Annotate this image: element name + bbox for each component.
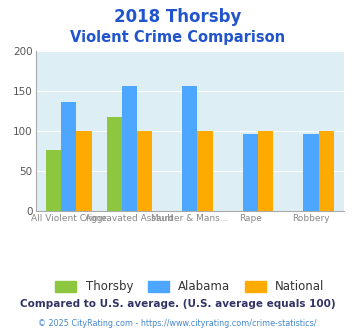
Bar [304, 134, 319, 211]
Text: Violent Crime Comparison: Violent Crime Comparison [70, 30, 285, 45]
Text: Compared to U.S. average. (U.S. average equals 100): Compared to U.S. average. (U.S. average … [20, 299, 335, 309]
Bar [197, 131, 213, 211]
Bar [243, 134, 258, 211]
Bar [76, 131, 92, 211]
Bar [182, 85, 197, 211]
Bar [61, 102, 76, 211]
Text: 2018 Thorsby: 2018 Thorsby [114, 8, 241, 26]
Text: © 2025 CityRating.com - https://www.cityrating.com/crime-statistics/: © 2025 CityRating.com - https://www.city… [38, 319, 317, 328]
Bar [46, 149, 61, 211]
Bar [137, 131, 152, 211]
Bar [106, 117, 122, 211]
Legend: Thorsby, Alabama, National: Thorsby, Alabama, National [50, 276, 329, 298]
Bar [258, 131, 273, 211]
Bar [319, 131, 334, 211]
Bar [122, 85, 137, 211]
